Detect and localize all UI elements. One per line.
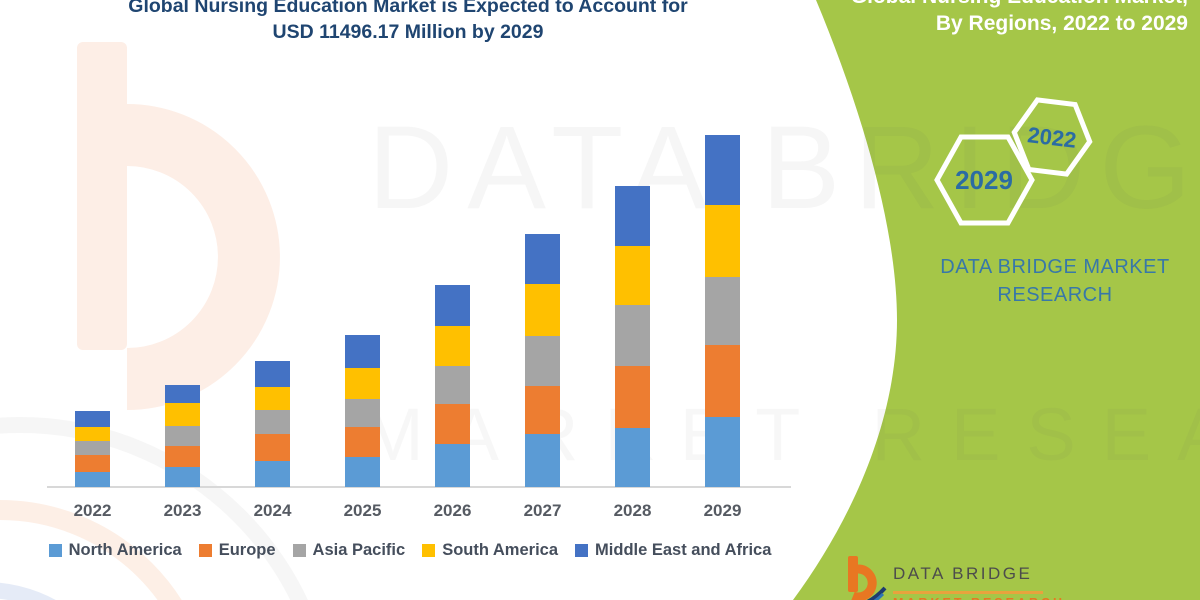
bar-segment [615,305,650,367]
bar-segment [165,385,200,404]
bar-segment [525,283,560,337]
bar-segment [75,472,110,487]
bar-segment [75,427,110,442]
hexagon-2022-label: 2022 [1026,122,1078,153]
bar-segment [255,433,290,462]
panel-brand-line1: DATA BRIDGE MARKET [940,256,1170,278]
x-axis-label: 2026 [433,501,472,520]
chart-title-line1: Global Nursing Education Market is Expec… [128,0,688,17]
stacked-bar-2025 [345,335,380,487]
panel-brand-line2: RESEARCH [997,284,1113,306]
bar-segment [615,246,650,306]
legend-item: Europe [198,541,276,560]
bar-segment [435,326,470,367]
panel-title: Global Nursing Education Market, By Regi… [808,0,1188,37]
legend-label: Europe [218,541,276,559]
x-axis-label: 2025 [343,501,382,520]
bar-segment [345,367,380,399]
legend-label: North America [68,541,182,559]
bar-segment [435,366,470,404]
stacked-bar-2026 [435,284,470,487]
hexagon-2029 [934,134,1035,226]
hexagon-2029-label: 2029 [955,165,1013,195]
bar-segment [165,426,200,447]
bar-segment [345,427,380,457]
chart-title: Global Nursing Education Market is Expec… [52,0,764,45]
bar-segment [75,441,110,456]
bar-segment [705,135,740,205]
x-axis-label: 2023 [163,501,202,520]
legend-label: Middle East and Africa [595,541,772,559]
bar-segment [165,446,200,467]
panel-title-line2: By Regions, 2022 to 2029 [935,12,1188,35]
legend-swatch [198,544,212,557]
legend-swatch [575,544,589,557]
logo-b-icon [848,556,887,600]
stacked-bar-2029 [705,135,740,487]
bar-segment [705,277,740,346]
x-axis-label: 2027 [523,501,562,520]
x-axis-line [47,486,791,488]
bar-segment [255,361,290,387]
logo-b-watermark [77,42,280,410]
legend-label: Asia Pacific [312,541,406,559]
green-panel-shape [793,0,1200,600]
chart-title-line2: USD 11496.17 Million by 2029 [272,21,544,43]
stacked-bar-2028 [615,186,650,487]
watermark-text-line1: DATA BRIDGE [368,102,1200,234]
logo-underline [893,591,1043,594]
bar-segment [255,410,290,434]
legend-item: Middle East and Africa [575,541,771,560]
company-logo: DATA BRIDGE MARKET RESEARCH [835,555,1125,600]
bar-segment [255,461,290,487]
legend-swatch [292,544,306,557]
bar-segment [75,411,110,428]
x-axis-label: 2022 [73,501,112,520]
legend-item: North America [48,541,182,560]
stacked-bar-2024 [255,361,290,487]
bar-segment [345,335,380,368]
legend-swatch [48,544,62,557]
bar-segment [75,455,110,472]
bar-segment [165,403,200,427]
year-hexagons: 2022 2029 [934,97,1093,226]
bar-segment [165,466,200,487]
logo-name: DATA BRIDGE [893,564,1033,583]
bar-segment [435,443,470,487]
legend-item: Asia Pacific [292,541,406,560]
chart-legend: North America Europe Asia Pacific South Ame… [0,541,820,560]
bar-segment [705,204,740,278]
bar-segment [705,417,740,487]
bar-segment [705,345,740,418]
bar-segment [255,386,290,411]
x-axis-label: 2024 [253,501,292,520]
stacked-bar-2027 [525,234,560,487]
bar-segment [525,434,560,487]
bar-segment [525,336,560,386]
legend-label: South America [442,541,559,559]
panel-brand-text: DATA BRIDGE MARKET RESEARCH [930,253,1180,309]
bar-segment [345,457,380,487]
logo-subname: MARKET RESEARCH [893,596,1065,600]
stacked-bar-2023 [165,385,200,487]
bar-segment [615,186,650,247]
legend-swatch [422,544,436,557]
bar-segment [345,398,380,427]
bar-segment [525,234,560,284]
legend-item: South America [422,541,558,560]
x-axis-label: 2028 [613,501,652,520]
bar-segment [525,386,560,435]
bar-segment [615,366,650,428]
panel-title-line1: Global Nursing Education Market, [808,0,1188,10]
stacked-bar-2022 [75,411,110,487]
bar-segment [435,284,470,327]
bar-chart: 2022 2023 2024 2025 2026 2027 2028 2029 [47,135,791,520]
bar-segment [615,428,650,487]
watermark-text-line2: MARKET RESEARCH [362,393,1200,476]
bar-segment [435,403,470,444]
x-axis-label: 2029 [703,501,742,520]
